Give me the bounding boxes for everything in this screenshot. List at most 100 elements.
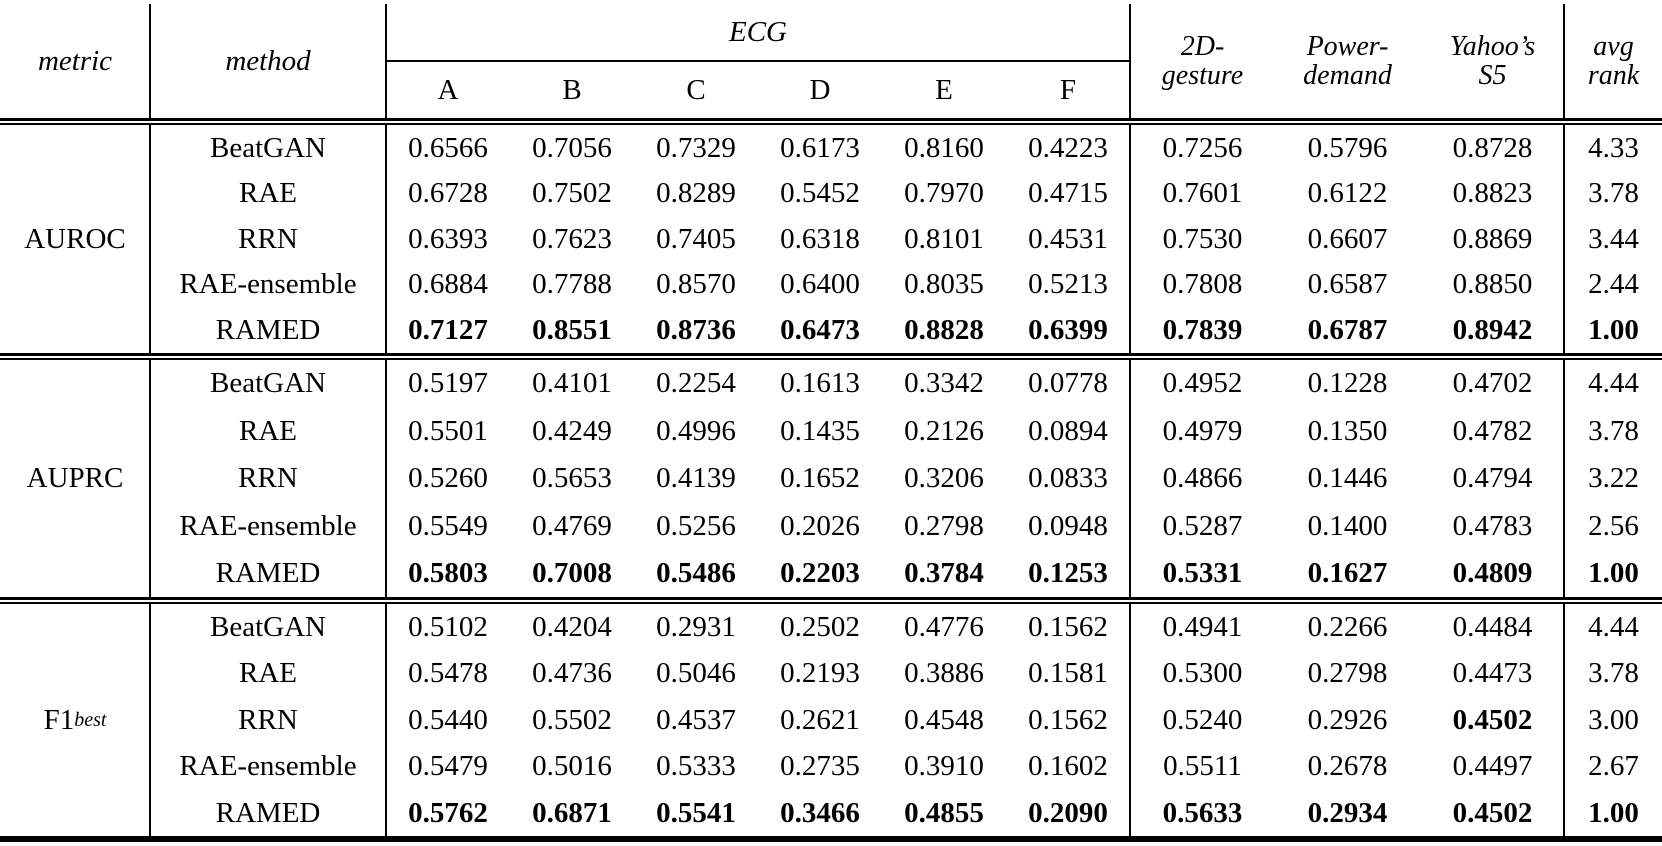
value-cell: 0.8942 bbox=[1452, 313, 1533, 346]
method-cell: RAMED bbox=[215, 557, 321, 590]
value-cell: 0.2254 bbox=[656, 367, 736, 400]
value-cell: 0.5300 bbox=[1162, 657, 1243, 690]
value-cell: 0.4531 bbox=[1028, 222, 1108, 255]
value-cell: 0.8035 bbox=[904, 268, 984, 301]
value-cell: 0.6728 bbox=[408, 177, 488, 210]
method-cell: RAE-ensemble bbox=[179, 509, 357, 542]
method-cell: BeatGAN bbox=[210, 131, 326, 164]
value-cell: 0.7405 bbox=[656, 222, 736, 255]
value-cell: 0.2798 bbox=[1307, 657, 1388, 690]
value-cell: 2.67 bbox=[1588, 750, 1639, 783]
value-cell: 0.6607 bbox=[1307, 222, 1388, 255]
value-cell: 0.2934 bbox=[1307, 796, 1388, 829]
value-cell: 0.5452 bbox=[780, 177, 860, 210]
value-cell: 0.5549 bbox=[408, 509, 488, 542]
value-cell: 0.1400 bbox=[1307, 509, 1388, 542]
f1-label: F1 bbox=[43, 703, 75, 736]
value-cell: 0.5541 bbox=[656, 796, 736, 829]
value-cell: 0.5478 bbox=[408, 657, 488, 690]
value-cell: 0.2266 bbox=[1307, 610, 1388, 643]
avg-rank-header: avg rank bbox=[1565, 4, 1662, 118]
ecg-col-header-a: A bbox=[437, 73, 459, 106]
value-cell: 4.44 bbox=[1588, 610, 1639, 643]
value-cell: 0.7502 bbox=[532, 177, 612, 210]
value-cell: 2.56 bbox=[1588, 509, 1639, 542]
value-cell: 2.44 bbox=[1588, 268, 1639, 301]
column-separator bbox=[1129, 604, 1131, 836]
value-cell: 0.2798 bbox=[904, 509, 984, 542]
value-cell: 0.2203 bbox=[780, 557, 860, 590]
avg-rank-line2: rank bbox=[1587, 60, 1640, 91]
value-cell: 0.8850 bbox=[1452, 268, 1533, 301]
value-cell: 0.5197 bbox=[408, 367, 488, 400]
value-cell: 0.1350 bbox=[1307, 414, 1388, 447]
bottom-rule bbox=[0, 836, 1662, 842]
value-cell: 0.1602 bbox=[1028, 750, 1108, 783]
dataset-header-line2: demand bbox=[1303, 60, 1392, 91]
metric-cell: F1 best bbox=[43, 703, 107, 736]
value-cell: 0.1253 bbox=[1028, 557, 1108, 590]
value-cell: 0.4769 bbox=[532, 509, 612, 542]
value-cell: 0.4473 bbox=[1452, 657, 1533, 690]
value-cell: 0.5803 bbox=[408, 557, 488, 590]
value-cell: 0.7808 bbox=[1162, 268, 1243, 301]
value-cell: 0.3784 bbox=[904, 557, 984, 590]
value-cell: 0.1581 bbox=[1028, 657, 1108, 690]
section-auprc: AUPRC BeatGAN 0.5197 0.4101 0.2254 0.161… bbox=[0, 360, 1662, 597]
value-cell: 0.7530 bbox=[1162, 222, 1243, 255]
value-cell: 0.5016 bbox=[532, 750, 612, 783]
value-cell: 0.1562 bbox=[1028, 703, 1108, 736]
value-cell: 0.4776 bbox=[904, 610, 984, 643]
value-cell: 0.2621 bbox=[780, 703, 860, 736]
value-cell: 0.4537 bbox=[656, 703, 736, 736]
method-column-header: method bbox=[225, 44, 311, 77]
value-cell: 0.4783 bbox=[1452, 509, 1533, 542]
value-cell: 0.6173 bbox=[780, 131, 860, 164]
value-cell: 0.6587 bbox=[1307, 268, 1388, 301]
value-cell: 0.7970 bbox=[904, 177, 984, 210]
value-cell: 0.5633 bbox=[1162, 796, 1243, 829]
ecg-col-header-c: C bbox=[686, 73, 706, 106]
value-cell: 0.1627 bbox=[1307, 557, 1388, 590]
value-cell: 0.6400 bbox=[780, 268, 860, 301]
ecg-group-header: ECG bbox=[386, 4, 1130, 62]
value-cell: 0.5479 bbox=[408, 750, 488, 783]
value-cell: 0.4855 bbox=[904, 796, 984, 829]
value-cell: 0.8828 bbox=[904, 313, 984, 346]
value-cell: 0.3206 bbox=[904, 462, 984, 495]
value-cell: 0.5501 bbox=[408, 414, 488, 447]
column-separator bbox=[1129, 360, 1131, 597]
dataset-header-power-demand: Power-demand bbox=[1275, 4, 1420, 118]
value-cell: 0.7008 bbox=[532, 557, 612, 590]
value-cell: 0.0894 bbox=[1028, 414, 1108, 447]
column-separator bbox=[385, 604, 387, 836]
value-cell: 0.7839 bbox=[1162, 313, 1243, 346]
value-cell: 0.7256 bbox=[1162, 131, 1243, 164]
value-cell: 0.4204 bbox=[532, 610, 612, 643]
dataset-header-2d-gesture: 2D-gesture bbox=[1130, 4, 1275, 118]
column-separator bbox=[149, 4, 151, 118]
value-cell: 0.5333 bbox=[656, 750, 736, 783]
column-separator bbox=[385, 125, 387, 353]
ecg-col-header-e: E bbox=[935, 73, 953, 106]
value-cell: 0.4702 bbox=[1452, 367, 1533, 400]
value-cell: 0.5102 bbox=[408, 610, 488, 643]
value-cell: 0.4548 bbox=[904, 703, 984, 736]
value-cell: 0.2502 bbox=[780, 610, 860, 643]
value-cell: 4.33 bbox=[1588, 131, 1639, 164]
value-cell: 0.0778 bbox=[1028, 367, 1108, 400]
value-cell: 0.6473 bbox=[780, 313, 860, 346]
value-cell: 0.6399 bbox=[1028, 313, 1108, 346]
value-cell: 0.4794 bbox=[1452, 462, 1533, 495]
column-separator bbox=[149, 604, 151, 836]
value-cell: 4.44 bbox=[1588, 367, 1639, 400]
value-cell: 0.6318 bbox=[780, 222, 860, 255]
value-cell: 0.1435 bbox=[780, 414, 860, 447]
value-cell: 0.4249 bbox=[532, 414, 612, 447]
method-cell: BeatGAN bbox=[210, 610, 326, 643]
value-cell: 0.8570 bbox=[656, 268, 736, 301]
value-cell: 0.5511 bbox=[1163, 750, 1242, 783]
value-cell: 0.6787 bbox=[1307, 313, 1388, 346]
value-cell: 0.8736 bbox=[656, 313, 736, 346]
value-cell: 0.2926 bbox=[1307, 703, 1388, 736]
